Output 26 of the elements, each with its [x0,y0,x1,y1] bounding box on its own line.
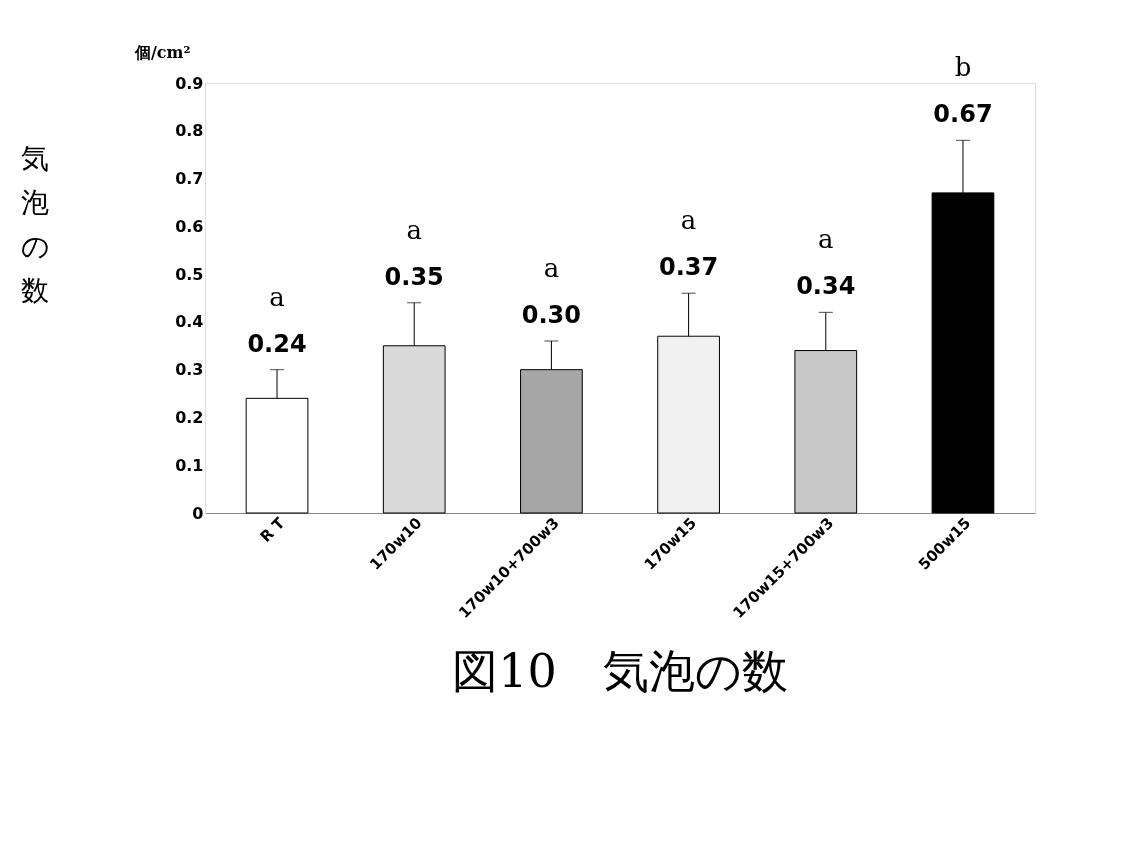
y-tick-label: 0.5 [175,264,204,284]
y-tick-label: 0.2 [175,407,204,427]
text: 図10 気泡の数 [452,643,788,698]
text: 個/cm² [134,43,191,62]
data-label: 0.67 [933,100,993,129]
data-label: 0.37 [658,253,719,282]
y-tick-label: 0.8 [175,121,204,141]
y-tick-label: 0.6 [175,216,204,236]
data-label: 0.30 [521,301,582,329]
annotation: a [406,214,422,245]
y-tick-label: 0.9 [175,73,204,93]
data-label: 0.34 [796,272,856,301]
y-tick-label: 0.4 [175,312,204,332]
text: b [954,52,972,83]
x-tick-label: R T [256,513,289,546]
data-label: 0.24 [247,329,307,358]
annotation: a [543,253,560,283]
annotation: a [680,205,697,236]
annotation: a [818,224,834,255]
y-tick-label: 0.1 [175,455,204,475]
data-label: 0.35 [384,262,444,291]
annotation: a [269,281,285,312]
y-tick-label: 0 [192,503,204,523]
y-axis-title: 気泡の数 [20,141,50,307]
y-tick-label: 0.3 [175,360,204,380]
y-tick-label: 0.7 [175,169,204,189]
